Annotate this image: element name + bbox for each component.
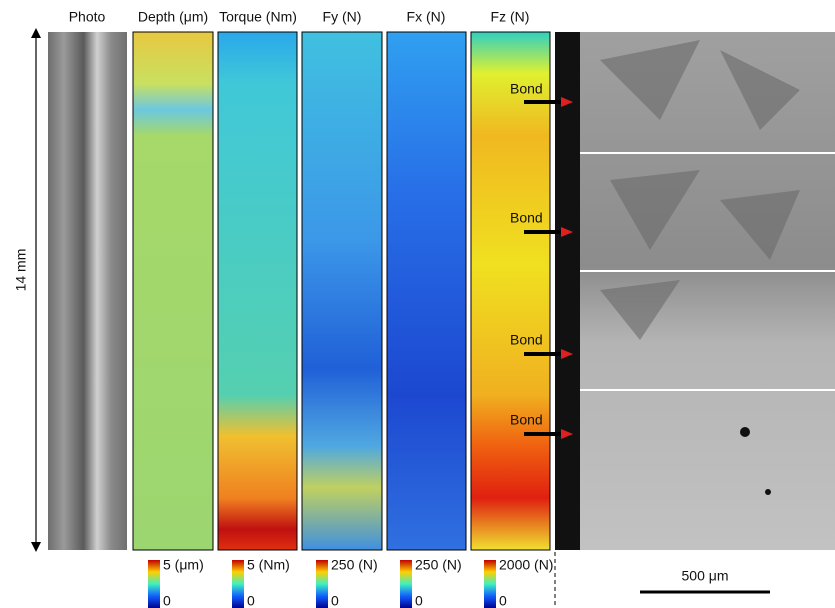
colorbar-min: 0 — [415, 593, 423, 608]
bond-label: Bond — [510, 210, 543, 226]
panel-title: Depth (μm) — [138, 9, 208, 25]
fy-map — [302, 32, 382, 550]
colorbar — [148, 560, 160, 608]
fz-map — [471, 32, 550, 550]
panel-title: Fx (N) — [407, 9, 446, 25]
colorbars: 5 (μm) 0 5 (Nm) 0 250 (N) 0 250 (N) 0 20… — [148, 557, 553, 608]
colorbar — [484, 560, 496, 608]
bond-label: Bond — [510, 332, 543, 348]
length-label: 14 mm — [13, 249, 29, 292]
pore — [740, 427, 750, 437]
pore — [765, 489, 771, 495]
colorbar-max: 5 (Nm) — [247, 557, 290, 573]
bond-layer — [555, 32, 580, 550]
depth-map — [133, 32, 213, 550]
colorbar-min: 0 — [247, 593, 255, 608]
torque-map — [218, 32, 297, 550]
panel-title: Torque (Nm) — [219, 9, 297, 25]
bond-label: Bond — [510, 81, 543, 97]
colorbar-min: 0 — [331, 593, 339, 608]
colorbar-max: 2000 (N) — [499, 557, 553, 573]
colorbar-min: 0 — [163, 593, 171, 608]
bond-label: Bond — [510, 412, 543, 428]
colorbar — [232, 560, 244, 608]
colorbar — [400, 560, 412, 608]
micrograph — [555, 32, 835, 550]
panel-title: Fz (N) — [491, 9, 530, 25]
photo-panel — [48, 32, 127, 550]
panel-title: Fy (N) — [323, 9, 362, 25]
colorbar-max: 250 (N) — [331, 557, 378, 573]
colorbar-max: 250 (N) — [415, 557, 462, 573]
colorbar-min: 0 — [499, 593, 507, 608]
fx-map — [387, 32, 466, 550]
scale-bar-label: 500 μm — [682, 568, 729, 584]
colorbar — [316, 560, 328, 608]
figure: 14 mm Photo Depth (μm) Torque (Nm) Fy (N… — [0, 0, 835, 608]
panel-title: Photo — [69, 9, 106, 25]
colorbar-max: 5 (μm) — [163, 557, 204, 573]
